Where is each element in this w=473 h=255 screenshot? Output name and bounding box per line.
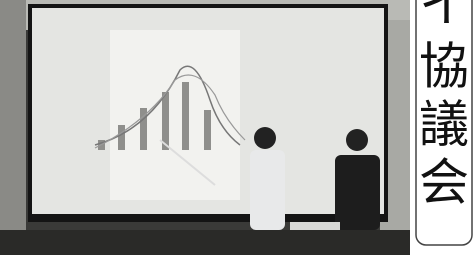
presenter: [335, 155, 380, 230]
sign-character: イ: [419, 0, 469, 34]
slide-bar: [204, 110, 211, 150]
slide-bar: [118, 125, 125, 150]
sign-character: 議: [419, 96, 469, 154]
scene: イ 協 議 会: [0, 0, 473, 255]
presenter: [250, 150, 285, 230]
presenter-head: [346, 129, 368, 151]
sign-character: 協: [419, 38, 469, 96]
slide-bar: [182, 82, 189, 150]
left-photo-strip: [0, 0, 26, 255]
page: {"sign": {"characters": ["イ", "協", "議", …: [0, 0, 473, 255]
slide-chart-area: [110, 30, 240, 200]
sign-character: 会: [419, 154, 469, 212]
presenter-head: [254, 127, 276, 149]
table: [0, 230, 410, 255]
